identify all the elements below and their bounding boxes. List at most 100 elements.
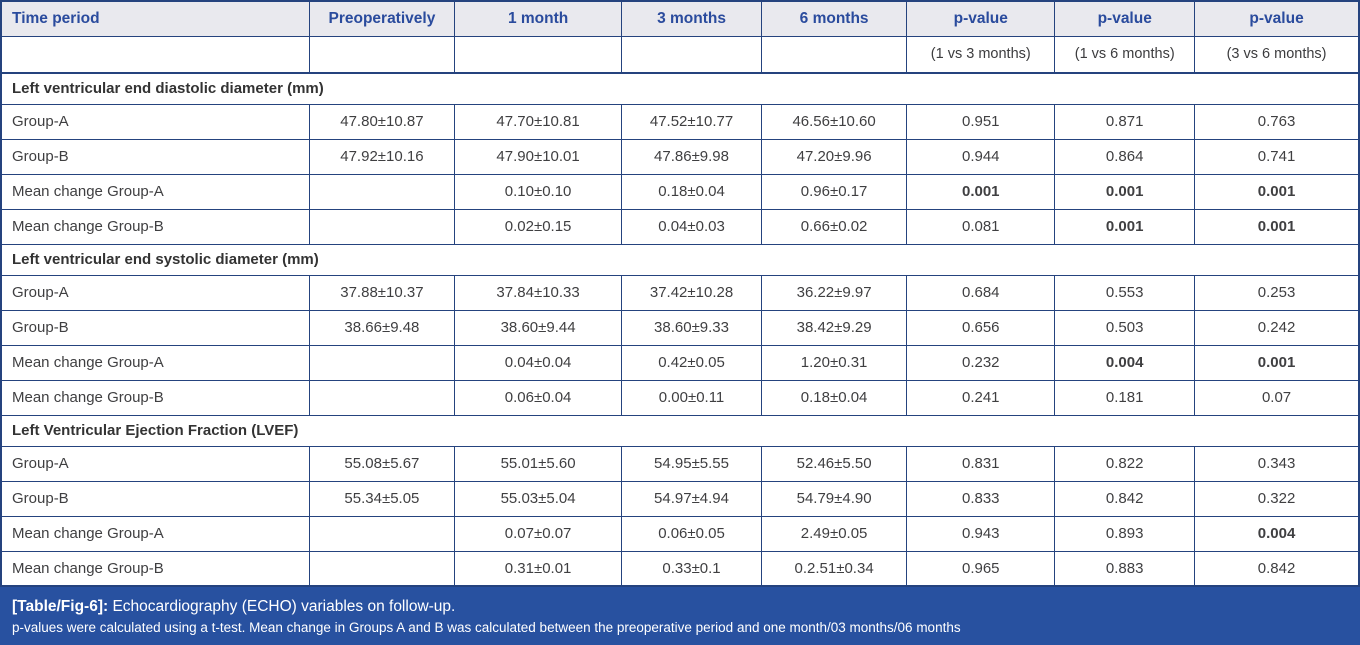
table-row: Group-A 55.08±5.67 55.01±5.60 54.95±5.55 52.… [0,445,1360,482]
table-cell: 0.241 [906,379,1056,416]
table-row: Group-A 37.88±10.37 37.84±10.33 37.42±10.28… [0,274,1360,311]
table-cell: 0.864 [1054,138,1196,175]
table-cell: 0.001 [906,173,1056,210]
column-header-7: p-value [1194,0,1360,37]
table-cell: 0.656 [906,309,1056,346]
table-cell: 0.822 [1054,445,1196,482]
table-cell [308,515,456,552]
column-subheader-5: (1 vs 3 months) [906,35,1056,74]
table-row: Mean change Group-B 0.02±0.15 0.04±0.03 0.6… [0,208,1360,245]
table-cell: 0.2.51±0.34 [760,550,908,587]
column-subheader-0 [0,35,310,74]
table-cell: 0.322 [1194,480,1360,517]
table-cell: 1.20±0.31 [760,344,908,381]
table-cell: 38.42±9.29 [760,309,908,346]
table-cell: 0.06±0.04 [454,379,623,416]
column-subheader-1 [308,35,456,74]
table-cell: 0.343 [1194,445,1360,482]
table-cell: 54.79±4.90 [760,480,908,517]
table-row: Group-B 47.92±10.16 47.90±10.01 47.86±9.98 4… [0,138,1360,175]
row-label: Mean change Group-A [0,344,310,381]
table-row: Mean change Group-A 0.07±0.07 0.06±0.05 2.4… [0,515,1360,552]
table-cell: 0.04±0.04 [454,344,623,381]
section-row-1: Left ventricular end systolic diameter (… [0,243,1360,276]
column-header-1: Preoperatively [308,0,456,37]
table-cell [308,550,456,587]
table-row: Group-B 55.34±5.05 55.03±5.04 54.97±4.94 54.… [0,480,1360,517]
section-title: Left ventricular end systolic diameter (… [0,243,1360,276]
table-cell [308,379,456,416]
table-cell: 0.18±0.04 [760,379,908,416]
column-subheader-6: (1 vs 6 months) [1054,35,1196,74]
table-cell: 0.02±0.15 [454,208,623,245]
caption-line: [Table/Fig-6]: Echocardiography (ECHO) v… [12,596,1348,618]
section-row-2: Left Ventricular Ejection Fraction (LVEF… [0,414,1360,447]
table-cell: 0.503 [1054,309,1196,346]
table-cell: 0.951 [906,103,1056,140]
caption-tag: [Table/Fig-6]: [12,598,109,615]
table-cell: 47.52±10.77 [621,103,762,140]
table-cell: 0.553 [1054,274,1196,311]
table-cell: 37.88±10.37 [308,274,456,311]
table-row: Group-A 47.80±10.87 47.70±10.81 47.52±10.77… [0,103,1360,140]
table-row: Group-B 38.66±9.48 38.60±9.44 38.60±9.33 38.… [0,309,1360,346]
column-header-2: 1 month [454,0,623,37]
table-cell: 37.42±10.28 [621,274,762,311]
column-header-3: 3 months [621,0,762,37]
table-cell: 55.01±5.60 [454,445,623,482]
table-cell: 2.49±0.05 [760,515,908,552]
column-header-6: p-value [1054,0,1196,37]
table-cell [308,344,456,381]
table-cell: 0.893 [1054,515,1196,552]
row-label: Mean change Group-A [0,173,310,210]
table-cell: 0.232 [906,344,1056,381]
table-cell: 0.965 [906,550,1056,587]
row-label: Mean change Group-B [0,379,310,416]
table-cell: 0.18±0.04 [621,173,762,210]
table-cell: 0.00±0.11 [621,379,762,416]
row-label: Group-A [0,103,310,140]
table-cell: 0.833 [906,480,1056,517]
column-header-time-period: Time period [0,0,310,37]
table-cell: 47.86±9.98 [621,138,762,175]
table-cell: 0.831 [906,445,1056,482]
table-cell: 0.001 [1194,208,1360,245]
table-cell: 0.33±0.1 [621,550,762,587]
echo-table: Time period Preoperatively 1 month 3 months… [0,0,1360,587]
row-label: Mean change Group-B [0,208,310,245]
table-cell: 0.10±0.10 [454,173,623,210]
table-cell: 47.70±10.81 [454,103,623,140]
table-row: Mean change Group-A 0.04±0.04 0.42±0.05 1.2… [0,344,1360,381]
table-cell: 0.001 [1194,173,1360,210]
table-cell: 47.80±10.87 [308,103,456,140]
table-cell: 0.684 [906,274,1056,311]
table-cell: 46.56±10.60 [760,103,908,140]
table-cell: 54.95±5.55 [621,445,762,482]
column-subheader-4 [760,35,908,74]
table-cell: 52.46±5.50 [760,445,908,482]
table-cell: 0.07 [1194,379,1360,416]
table-cell: 36.22±9.97 [760,274,908,311]
table-cell [308,173,456,210]
table-row: Mean change Group-B 0.31±0.01 0.33±0.1 0.2.… [0,550,1360,587]
row-label: Group-A [0,274,310,311]
table-row: Mean change Group-A 0.10±0.10 0.18±0.04 0.9… [0,173,1360,210]
table-cell: 0.004 [1054,344,1196,381]
table-cell: 54.97±4.94 [621,480,762,517]
section-row-0: Left ventricular end diastolic diameter … [0,72,1360,105]
row-label: Mean change Group-B [0,550,310,587]
table-cell: 0.06±0.05 [621,515,762,552]
column-header-4: 6 months [760,0,908,37]
row-label: Mean change Group-A [0,515,310,552]
table-cell: 38.66±9.48 [308,309,456,346]
table-cell: 37.84±10.33 [454,274,623,311]
table-cell: 0.31±0.01 [454,550,623,587]
row-label: Group-B [0,480,310,517]
table-cell: 0.001 [1054,173,1196,210]
table-cell: 0.001 [1194,344,1360,381]
table-cell: 0.943 [906,515,1056,552]
table-cell: 47.92±10.16 [308,138,456,175]
column-subheader-7: (3 vs 6 months) [1194,35,1360,74]
table-cell: 38.60±9.33 [621,309,762,346]
table-cell: 0.944 [906,138,1056,175]
